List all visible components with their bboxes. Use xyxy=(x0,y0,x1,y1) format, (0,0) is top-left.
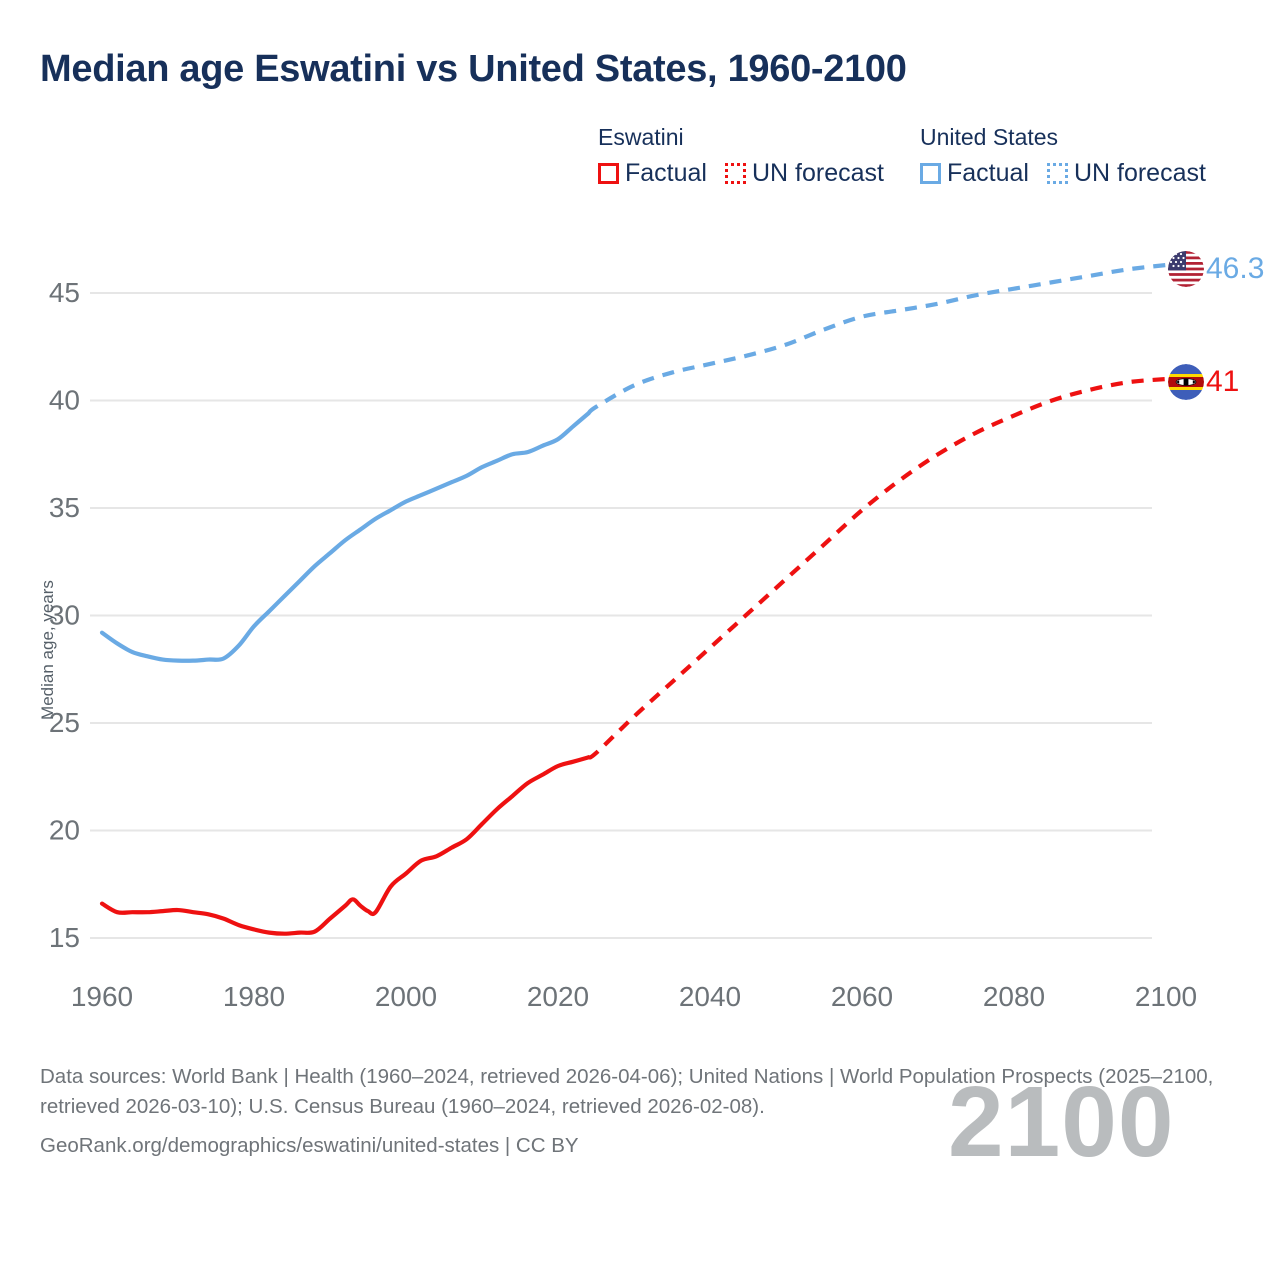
y-axis-tick-label: 40 xyxy=(49,385,80,416)
legend-item-label: Factual xyxy=(946,159,1029,187)
data-sources-text: Data sources: World Bank | Health (1960–… xyxy=(40,1065,1214,1118)
legend-item-label: UN forecast xyxy=(751,159,884,187)
legend-swatch-dotted-icon xyxy=(1046,163,1068,184)
y-axis-tick-label: 30 xyxy=(49,600,80,631)
y-axis-tick-label: 15 xyxy=(49,922,80,953)
legend-group-eswatini: Eswatini Factual UN forecast xyxy=(598,124,884,188)
x-axis-tick-label: 1980 xyxy=(223,981,285,1012)
legend-item-eswatini-forecast[interactable]: UN forecast xyxy=(724,159,884,188)
legend-item-united-states-factual[interactable]: Factual xyxy=(919,159,1029,188)
y-axis-tick-label: 20 xyxy=(49,815,80,846)
us-flag-icon xyxy=(1168,251,1204,287)
legend-entries: Factual UN forecast xyxy=(919,159,1206,188)
eswatini-flag-icon xyxy=(1168,364,1204,400)
legend-swatch-solid-icon xyxy=(919,163,941,184)
y-axis-tick-label: 25 xyxy=(49,707,80,738)
endpoint-value-united-states: 46.3 xyxy=(1206,252,1265,285)
x-axis-tick-label: 2000 xyxy=(375,981,437,1012)
series-line-forecast xyxy=(587,376,1167,760)
watermark-year: 2100 xyxy=(948,1066,1175,1178)
legend-swatch-solid-icon xyxy=(598,163,619,184)
chart-legend: Eswatini Factual UN forecast United Stat… xyxy=(598,124,1258,188)
y-axis-title: Median age, years xyxy=(38,580,57,720)
x-axis-tick-label: 1960 xyxy=(71,981,133,1012)
x-axis-tick-label: 2080 xyxy=(983,981,1045,1012)
legend-item-united-states-forecast[interactable]: UN forecast xyxy=(1046,159,1206,188)
endpoint-united-states: 46.3 xyxy=(1168,251,1264,287)
footer-link-text[interactable]: GeoRank.org/demographics/eswatini/united… xyxy=(40,1134,579,1158)
legend-entries: Factual UN forecast xyxy=(598,159,884,188)
legend-item-label: Factual xyxy=(625,159,707,187)
series-line-factual xyxy=(99,755,591,936)
page-title: Median age Eswatini vs United States, 19… xyxy=(40,48,907,90)
legend-item-eswatini-factual[interactable]: Factual xyxy=(598,159,707,188)
legend-group-title: United States xyxy=(919,124,1059,150)
legend-group-united-states: United States Factual UN forecast xyxy=(919,124,1206,188)
plot-area: 15 20 25 30 35 40 45 1960 1980 2000 2020 2040 2060 20… xyxy=(0,210,1280,1172)
x-axis-tick-label: 2020 xyxy=(527,981,589,1012)
y-axis-tick-label: 45 xyxy=(49,277,80,308)
legend-swatch-dotted-icon xyxy=(724,163,746,184)
footer: Data sources: World Bank | Health (1960–… xyxy=(40,1062,1220,1161)
y-axis-tick-label: 35 xyxy=(49,492,80,523)
legend-group-title: Eswatini xyxy=(598,124,684,150)
x-axis-tick-label: 2100 xyxy=(1135,981,1197,1012)
line-chart-svg: 15 20 25 30 35 40 45 1960 1980 2000 2020 2040 2060 20… xyxy=(49,262,1197,1012)
legend-item-label: UN forecast xyxy=(1073,159,1206,187)
x-axis-tick-label: 2060 xyxy=(831,981,893,1012)
x-axis-tick-label: 2040 xyxy=(679,981,741,1012)
endpoint-eswatini: 41 xyxy=(1168,364,1239,400)
endpoint-value-eswatini: 41 xyxy=(1206,365,1240,398)
series-line-factual xyxy=(99,411,591,663)
